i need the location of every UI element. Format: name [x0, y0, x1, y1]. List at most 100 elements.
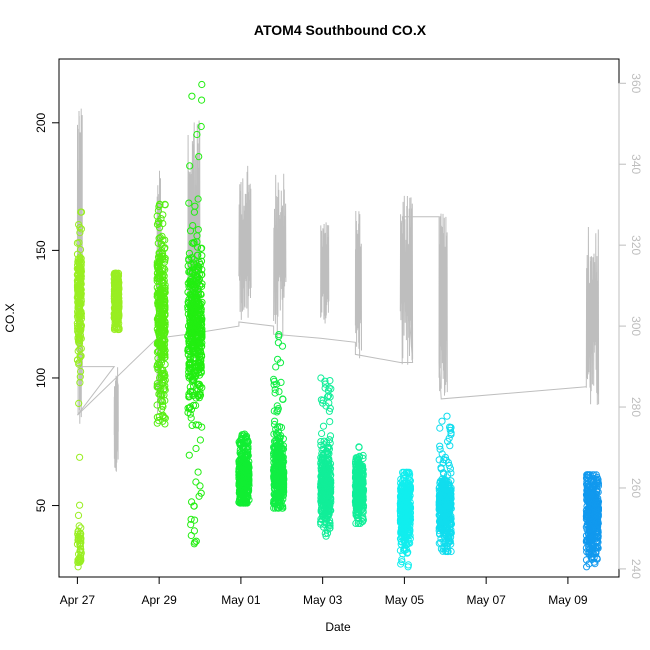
- data-point: [319, 482, 327, 490]
- data-point: [270, 430, 278, 438]
- data-point: [270, 381, 278, 389]
- data-point: [436, 445, 444, 453]
- data-point: [446, 505, 454, 513]
- data-point: [326, 377, 334, 385]
- data-point: [190, 208, 198, 216]
- data-point: [240, 463, 248, 471]
- data-point: [195, 394, 203, 402]
- x-tick-label: May 09: [548, 593, 588, 607]
- data-point: [358, 478, 366, 486]
- data-point: [111, 315, 120, 323]
- data-point: [184, 408, 192, 417]
- data-point: [186, 317, 194, 325]
- data-point: [153, 212, 161, 220]
- data-point: [270, 375, 278, 383]
- data-point: [186, 227, 195, 235]
- data-point: [74, 288, 83, 296]
- data-point: [583, 480, 591, 488]
- data-point: [184, 262, 192, 270]
- data-point: [438, 417, 446, 425]
- secondary-y-tick-label: 340: [629, 154, 643, 174]
- data-point: [110, 269, 119, 277]
- data-point: [187, 332, 195, 340]
- data-point: [352, 488, 360, 497]
- data-point: [195, 300, 203, 308]
- data-point: [190, 255, 198, 264]
- data-point: [76, 540, 84, 548]
- data-point: [160, 413, 168, 422]
- x-axis: Apr 27 Apr 29 May 01 May 03 May 05 May 07 May …: [60, 576, 588, 607]
- data-point: [186, 276, 195, 284]
- y-tick-label: 100: [34, 368, 48, 388]
- x-tick-label: Apr 27: [60, 593, 96, 607]
- data-point: [74, 335, 82, 343]
- data-point: [161, 360, 169, 368]
- data-point: [270, 443, 278, 451]
- data-point: [271, 385, 279, 394]
- data-point: [76, 229, 84, 237]
- data-point: [194, 381, 202, 389]
- data-point: [586, 545, 594, 553]
- data-point: [188, 277, 196, 285]
- data-point: [184, 332, 192, 340]
- data-point: [77, 225, 86, 233]
- data-point: [327, 385, 335, 393]
- data-point: [279, 435, 287, 443]
- data-point: [321, 377, 329, 385]
- data-point: [582, 556, 591, 564]
- data-point: [76, 353, 84, 361]
- data-point: [403, 483, 411, 491]
- data-point: [443, 524, 451, 532]
- data-point: [110, 285, 119, 293]
- data-point: [358, 497, 366, 505]
- data-point: [359, 496, 367, 504]
- data-point: [270, 497, 278, 505]
- data-point: [190, 502, 198, 510]
- data-point: [74, 527, 82, 535]
- data-point: [194, 421, 203, 429]
- data-point: [446, 442, 454, 450]
- data-point: [158, 292, 166, 300]
- data-point: [194, 313, 202, 321]
- data-point: [187, 515, 195, 523]
- data-point: [358, 517, 366, 526]
- data-point: [272, 451, 280, 459]
- data-point: [189, 376, 197, 384]
- data-point: [241, 498, 249, 506]
- data-point: [321, 470, 329, 478]
- data-point: [585, 484, 593, 492]
- y-axis: 50 100 150 200: [34, 112, 60, 512]
- data-point: [594, 488, 602, 496]
- data-point: [439, 487, 447, 495]
- data-point: [75, 522, 83, 530]
- data-point: [235, 457, 243, 465]
- data-point: [447, 469, 455, 477]
- data-point: [74, 511, 83, 520]
- data-point: [191, 286, 199, 295]
- data-point: [158, 401, 167, 409]
- data-point: [194, 380, 203, 388]
- data-point: [447, 493, 455, 501]
- data-point: [198, 96, 206, 104]
- data-point: [320, 492, 328, 500]
- secondary-y-tick-label: 360: [629, 73, 643, 93]
- data-point: [154, 253, 163, 261]
- data-point: [355, 452, 364, 460]
- data-point: [270, 459, 278, 467]
- data-point: [75, 399, 83, 407]
- data-point: [185, 393, 193, 401]
- data-point: [444, 493, 452, 501]
- data-point: [196, 482, 204, 490]
- data-point: [155, 254, 163, 262]
- data-point: [321, 472, 329, 480]
- data-point: [278, 455, 286, 463]
- data-point: [111, 310, 119, 318]
- x-tick-label: May 07: [466, 593, 506, 607]
- data-point: [326, 460, 335, 468]
- data-point: [192, 478, 200, 486]
- data-point: [359, 462, 367, 470]
- data-point: [113, 319, 121, 327]
- data-point: [583, 491, 591, 500]
- data-point: [317, 520, 325, 528]
- data-point: [326, 432, 335, 440]
